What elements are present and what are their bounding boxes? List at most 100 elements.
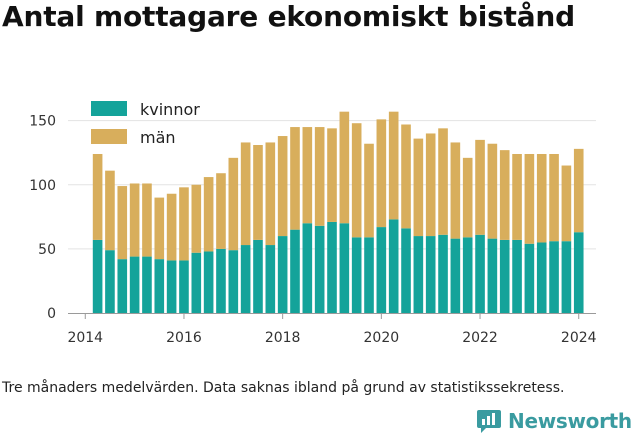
bar-man <box>339 111 350 224</box>
bar-kvinnor <box>339 223 350 313</box>
bar-man <box>142 183 152 257</box>
bar-kvinnor <box>179 260 189 313</box>
bar-kvinnor <box>203 251 214 313</box>
axis-layer: 0 50 100 150 2014 2016 2018 2020 2022 2024 <box>29 114 596 346</box>
bar-man <box>536 153 547 243</box>
bar-kvinnor <box>253 239 263 313</box>
bar-kvinnor <box>302 223 313 313</box>
bar-man <box>401 124 411 229</box>
bar-kvinnor <box>438 234 448 313</box>
bar-kvinnor <box>536 242 547 313</box>
bar-man <box>327 128 337 222</box>
bar-man <box>462 157 473 238</box>
bar-kvinnor <box>142 256 152 313</box>
bar-man <box>524 153 535 244</box>
x-tick-label: 2020 <box>364 330 400 346</box>
bar-kvinnor <box>117 259 128 313</box>
newsworthy-logo-icon <box>477 410 501 433</box>
bar-man <box>129 183 140 257</box>
bar-man <box>290 127 300 230</box>
bar-kvinnor <box>290 229 300 313</box>
bar-kvinnor <box>364 237 374 313</box>
bar-kvinnor <box>240 245 251 313</box>
bar-kvinnor <box>425 236 436 313</box>
bar-kvinnor <box>561 241 572 313</box>
bar-kvinnor <box>327 221 337 313</box>
bar-man <box>376 119 387 228</box>
bar-kvinnor <box>462 237 473 313</box>
bar-man <box>240 142 251 246</box>
bar-kvinnor <box>216 248 226 313</box>
bar-kvinnor <box>376 227 387 313</box>
y-tick-label: 50 <box>38 242 56 258</box>
bar-man <box>573 148 584 233</box>
legend-label-man: män <box>140 128 176 147</box>
bar-man <box>388 111 399 220</box>
x-tick-label: 2018 <box>265 330 301 346</box>
bar-man <box>191 184 202 253</box>
bar-kvinnor <box>154 259 165 313</box>
bar-kvinnor <box>450 238 461 313</box>
legend-swatch-man <box>91 129 127 144</box>
bar-kvinnor <box>487 238 498 313</box>
bar-man <box>364 143 374 238</box>
bar-man <box>487 143 498 239</box>
legend-swatch-kvinnor <box>91 101 127 116</box>
bar-man <box>512 153 522 240</box>
bar-man <box>92 153 103 240</box>
bar-man <box>228 157 239 251</box>
bar-kvinnor <box>573 232 584 313</box>
bar-kvinnor <box>401 228 411 313</box>
bar-man <box>438 128 448 235</box>
bar-man <box>117 186 128 260</box>
bar-man <box>277 136 288 237</box>
bar-man <box>425 133 436 237</box>
bar-man <box>265 142 276 246</box>
bar-kvinnor <box>228 250 239 313</box>
chart-title: Antal mottagare ekonomiskt bistånd <box>2 0 576 33</box>
bar-kvinnor <box>265 245 276 313</box>
footnote: Tre månaders medelvärden. Data saknas ib… <box>2 380 565 396</box>
x-tick-label: 2016 <box>166 330 202 346</box>
bar-kvinnor <box>191 252 202 313</box>
bar-man <box>302 127 313 224</box>
bar-man <box>253 145 263 240</box>
y-tick-label: 100 <box>29 178 56 194</box>
bar-kvinnor <box>277 236 288 313</box>
bar-kvinnor <box>413 236 424 313</box>
bar-kvinnor <box>105 250 115 313</box>
y-tick-label: 150 <box>29 114 56 130</box>
bar-kvinnor <box>351 237 362 313</box>
bar-man <box>413 138 424 237</box>
bar-man <box>105 170 115 251</box>
bar-man <box>314 127 325 226</box>
bar-kvinnor <box>499 239 510 313</box>
bar-kvinnor <box>166 260 177 313</box>
x-tick-label: 2014 <box>67 330 103 346</box>
x-tick-label: 2024 <box>561 330 597 346</box>
bar-man <box>203 177 214 252</box>
bar-man <box>499 150 510 240</box>
bar-kvinnor <box>549 241 559 313</box>
bar-kvinnor <box>388 219 399 313</box>
bar-layer <box>92 111 584 313</box>
bar-kvinnor <box>92 239 103 313</box>
brand-logo[interactable]: Newsworthy <box>476 406 631 436</box>
bar-kvinnor <box>475 234 485 313</box>
y-tick-label: 0 <box>47 306 56 322</box>
bar-man <box>549 153 559 242</box>
x-tick-label: 2022 <box>462 330 498 346</box>
bar-man <box>561 165 572 242</box>
brand-name: Newsworthy <box>508 409 631 433</box>
stacked-bar-chart: 0 50 100 150 2014 2016 2018 2020 2022 2024 kvinno… <box>29 100 596 346</box>
bar-kvinnor <box>129 256 140 313</box>
bar-man <box>166 193 177 261</box>
bar-kvinnor <box>524 243 535 313</box>
bar-kvinnor <box>314 225 325 313</box>
legend: kvinnor män <box>91 100 200 147</box>
bar-kvinnor <box>512 239 522 313</box>
bar-man <box>154 197 165 260</box>
bar-man <box>216 173 226 249</box>
bar-man <box>179 187 189 261</box>
bar-man <box>351 123 362 238</box>
